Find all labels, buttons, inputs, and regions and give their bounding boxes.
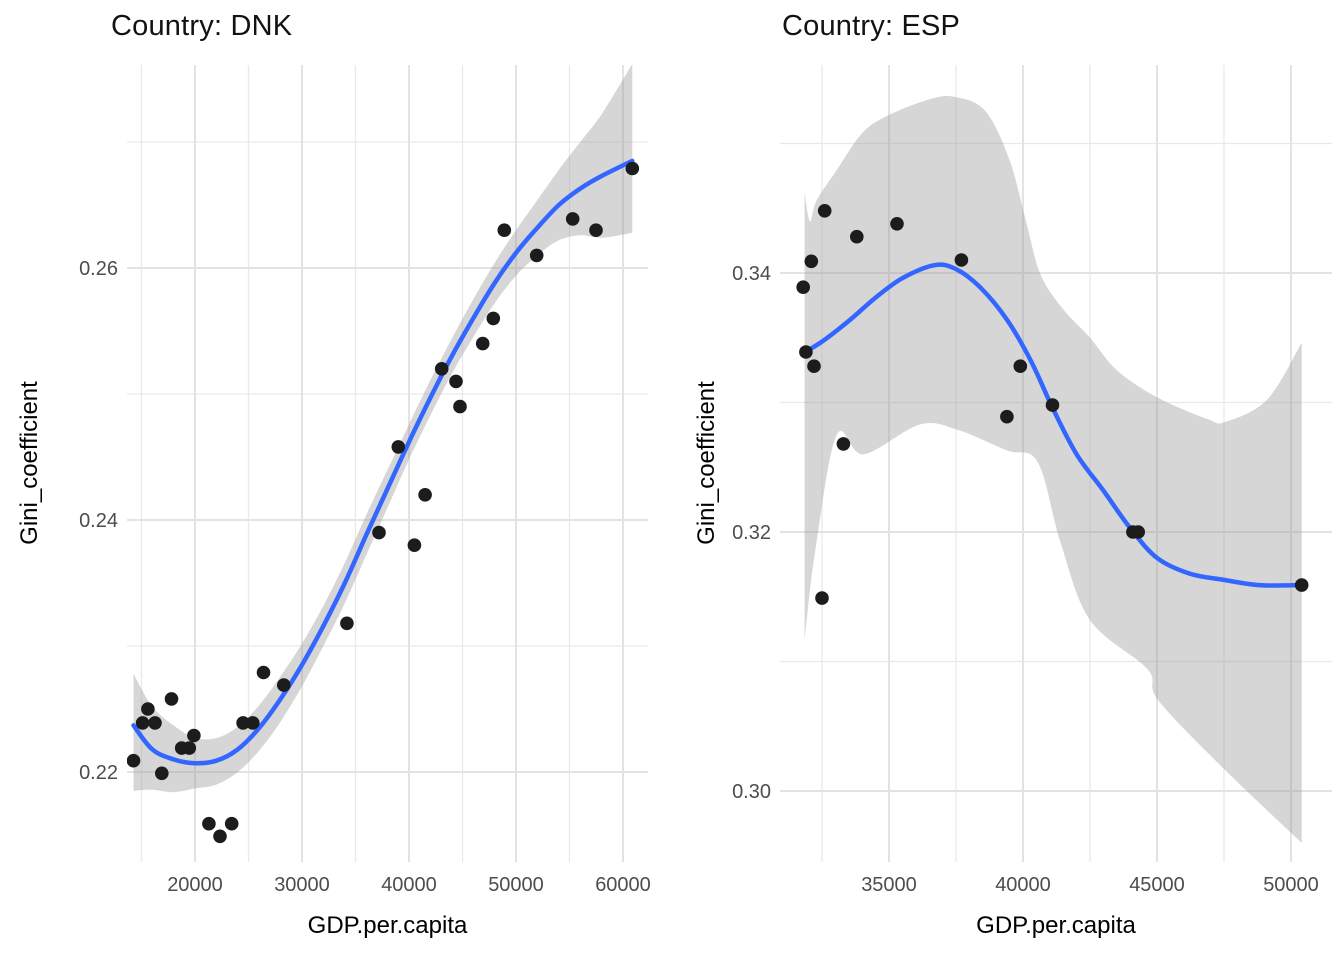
data-point [817,204,832,218]
panel-0 [127,65,648,862]
x-tick-label: 35000 [861,874,917,896]
data-point [954,253,969,267]
data-point [187,728,201,743]
y-axis-title-esp: Gini_coefficient [693,381,720,545]
data-point [236,716,250,730]
x-tick-label: 40000 [995,874,1051,896]
data-point [625,161,640,176]
data-point [127,753,141,768]
x-tick-label: 20000 [167,874,223,896]
data-point [815,591,829,605]
panel-title-dnk: Country: DNK [111,10,293,42]
data-point [164,692,179,706]
data-point [246,716,260,730]
data-point [213,829,227,844]
data-point [135,716,150,730]
y-tick-label: 0.34 [732,263,771,285]
y-tick-label: 0.26 [79,258,118,280]
data-point [836,437,851,451]
data-point [796,280,810,295]
confidence-band [133,65,633,793]
data-point [148,716,162,730]
x-tick-label: 60000 [595,874,651,896]
smooth-line [802,262,1304,588]
x-tick-label: 30000 [274,874,330,896]
data-point [589,223,603,237]
data-point [1045,398,1060,412]
data-point [497,223,512,237]
data-point [1131,525,1145,539]
x-tick-label: 45000 [1129,874,1185,896]
x-axis-title-dnk: GDP.per.capita [307,912,468,939]
smooth-line [131,158,635,766]
data-point [486,311,501,326]
y-tick-label: 0.24 [79,510,118,532]
y-tick-label: 0.30 [732,781,771,803]
data-point [475,336,490,351]
data-point [141,702,155,716]
data-point [182,741,197,755]
data-point [804,254,819,269]
y-axis-title-dnk: Gini_coefficient [16,381,43,545]
y-tick-label: 0.32 [732,522,771,544]
data-point [224,816,239,831]
data-point [277,678,291,692]
data-point [449,374,463,389]
data-point [418,488,432,502]
data-point [453,399,467,414]
data-point [529,248,544,263]
x-tick-label: 40000 [381,874,437,896]
data-point [391,440,406,454]
data-point [890,217,904,231]
panel-title-esp: Country: ESP [782,10,961,42]
data-point [155,766,169,781]
data-point [1294,578,1309,592]
data-point [807,359,821,374]
panel-1 [780,65,1332,862]
data-point [202,816,216,831]
x-tick-label: 50000 [488,874,544,896]
data-point [850,229,864,244]
data-point [256,665,271,680]
confidence-band [804,95,1302,843]
x-axis-title-esp: GDP.per.capita [976,912,1136,939]
data-point [565,212,580,226]
data-point [799,345,813,359]
data-point [434,362,449,376]
data-point [1000,409,1014,424]
data-point [372,525,386,540]
data-point [340,616,354,631]
data-point [407,538,422,552]
data-point [1013,359,1028,374]
x-tick-label: 50000 [1263,874,1319,896]
y-tick-label: 0.22 [79,762,118,784]
